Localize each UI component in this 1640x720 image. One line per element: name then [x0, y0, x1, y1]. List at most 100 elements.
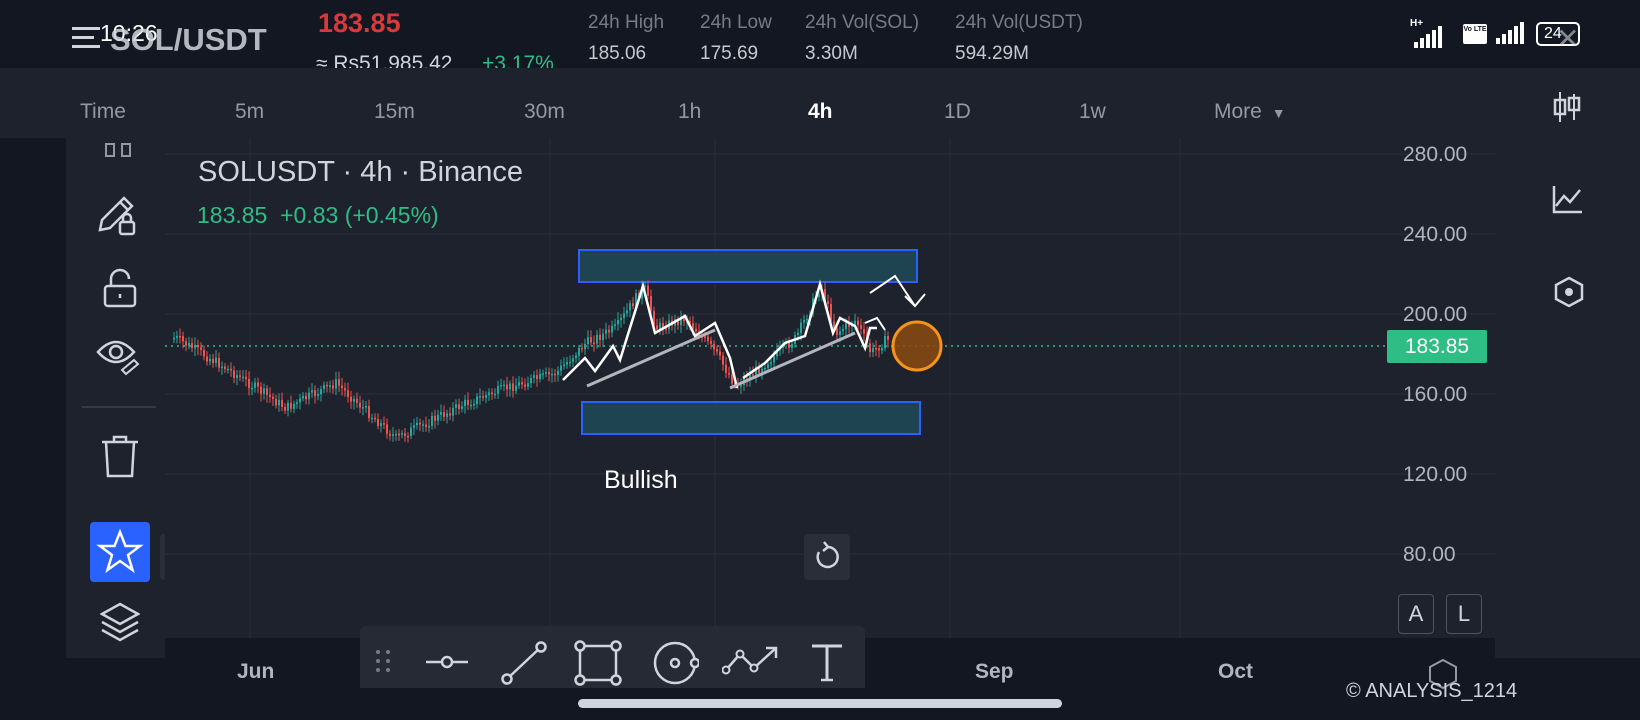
text-icon[interactable] — [808, 640, 846, 691]
trend-line-icon[interactable] — [500, 640, 548, 691]
stat-label-vol-usdt: 24h Vol(USDT) — [955, 12, 1083, 33]
candle-body — [383, 423, 385, 425]
candle-body — [386, 424, 388, 434]
candle-body — [434, 415, 436, 421]
price-chart[interactable] — [165, 138, 1495, 638]
tf-30m[interactable]: 30m — [524, 100, 565, 123]
candle-body — [446, 413, 448, 417]
path-icon[interactable] — [721, 640, 780, 691]
hamburger-icon[interactable] — [72, 24, 102, 52]
candle-body — [824, 289, 826, 302]
candle-body — [326, 384, 328, 387]
tf-more[interactable]: More ▼ — [1214, 100, 1286, 124]
home-indicator[interactable] — [578, 699, 1062, 708]
candle-body — [878, 348, 880, 351]
signal-icon — [1414, 26, 1442, 48]
candle-body — [830, 303, 832, 322]
log-scale-button[interactable]: L — [1446, 594, 1482, 634]
zigzag-path-1 — [562, 281, 739, 389]
candle-body — [518, 382, 520, 386]
candle-body — [245, 376, 247, 380]
tf-1w[interactable]: 1w — [1079, 100, 1106, 123]
symbol-title[interactable]: SOL/USDT — [110, 22, 267, 57]
candle-body — [680, 317, 682, 326]
auto-scale-button[interactable]: A — [1398, 594, 1434, 634]
chart-symbol-title: SOLUSDT · 4h · Binance — [198, 156, 524, 188]
candle-body — [332, 385, 334, 389]
caret-down-icon: ▼ — [1271, 105, 1286, 121]
tf-4h[interactable]: 4h — [808, 100, 833, 123]
candle-body — [752, 374, 754, 376]
grip-icon[interactable] — [374, 648, 392, 679]
candle-body — [233, 370, 235, 378]
rectangle-icon[interactable] — [574, 640, 622, 691]
candle-body — [563, 364, 565, 367]
candle-body — [443, 412, 445, 417]
candle-body — [362, 407, 364, 409]
candle-body — [212, 358, 214, 363]
tf-5m[interactable]: 5m — [235, 100, 265, 123]
trash-icon[interactable] — [100, 434, 140, 478]
tf-time[interactable]: Time — [80, 100, 126, 123]
candle-body — [440, 412, 442, 415]
candle-body — [380, 423, 382, 427]
handle-icon — [104, 142, 134, 158]
candle-body — [392, 434, 394, 436]
watermark-hex-icon — [1428, 658, 1458, 695]
price-tick-200: 200.00 — [1403, 303, 1468, 326]
candle-body — [188, 343, 190, 346]
tf-1h[interactable]: 1h — [678, 100, 702, 123]
candle-body — [533, 375, 535, 378]
candle-body — [473, 403, 475, 406]
candle-body — [272, 396, 274, 400]
pencil-lock-icon[interactable] — [94, 192, 142, 238]
candles-icon[interactable] — [1553, 90, 1581, 124]
unlock-icon[interactable] — [102, 268, 138, 308]
candle-body — [338, 379, 340, 386]
eye-icon[interactable] — [96, 336, 144, 376]
horizontal-line-icon[interactable] — [424, 644, 470, 685]
circle-icon[interactable] — [651, 640, 701, 691]
candle-body — [290, 402, 292, 409]
candle-body — [224, 366, 226, 369]
candle-body — [860, 325, 862, 329]
candle-body — [173, 337, 175, 340]
candle-body — [269, 394, 271, 397]
indicator-icon[interactable] — [1552, 184, 1584, 214]
candle-body — [287, 402, 289, 411]
close-icon[interactable]: ✕ — [1556, 23, 1580, 54]
candle-body — [203, 349, 205, 357]
candle-body — [197, 344, 199, 348]
candle-body — [602, 333, 604, 341]
candle-body — [356, 398, 358, 403]
candle-body — [476, 396, 478, 404]
candle-body — [527, 383, 529, 387]
reset-chart-button[interactable] — [804, 534, 850, 580]
candle-body — [341, 385, 343, 389]
candle-body — [323, 384, 325, 390]
candle-body — [611, 325, 613, 333]
candle-body — [236, 375, 238, 378]
candle-body — [458, 404, 460, 409]
tf-1d[interactable]: 1D — [944, 100, 971, 123]
candle-body — [497, 386, 499, 394]
last-price: 183.85 — [318, 8, 401, 38]
layers-icon[interactable] — [100, 602, 140, 644]
tf-15m[interactable]: 15m — [374, 100, 415, 123]
stat-label-high: 24h High — [588, 12, 665, 33]
candle-body — [881, 348, 883, 351]
candle-body — [755, 366, 757, 376]
target-marker — [891, 320, 943, 372]
candle-body — [365, 406, 367, 408]
candle-body — [347, 390, 349, 397]
candle-body — [713, 343, 715, 350]
candle-body — [845, 322, 847, 330]
candle-body — [179, 336, 181, 338]
date-tick-jun: Jun — [237, 660, 275, 683]
projection-arrow — [869, 274, 916, 307]
candle-body — [221, 366, 223, 369]
candle-body — [542, 373, 544, 375]
candle-body — [206, 356, 208, 362]
settings-hex-icon[interactable] — [1554, 276, 1584, 308]
favorites-button[interactable] — [90, 522, 150, 582]
